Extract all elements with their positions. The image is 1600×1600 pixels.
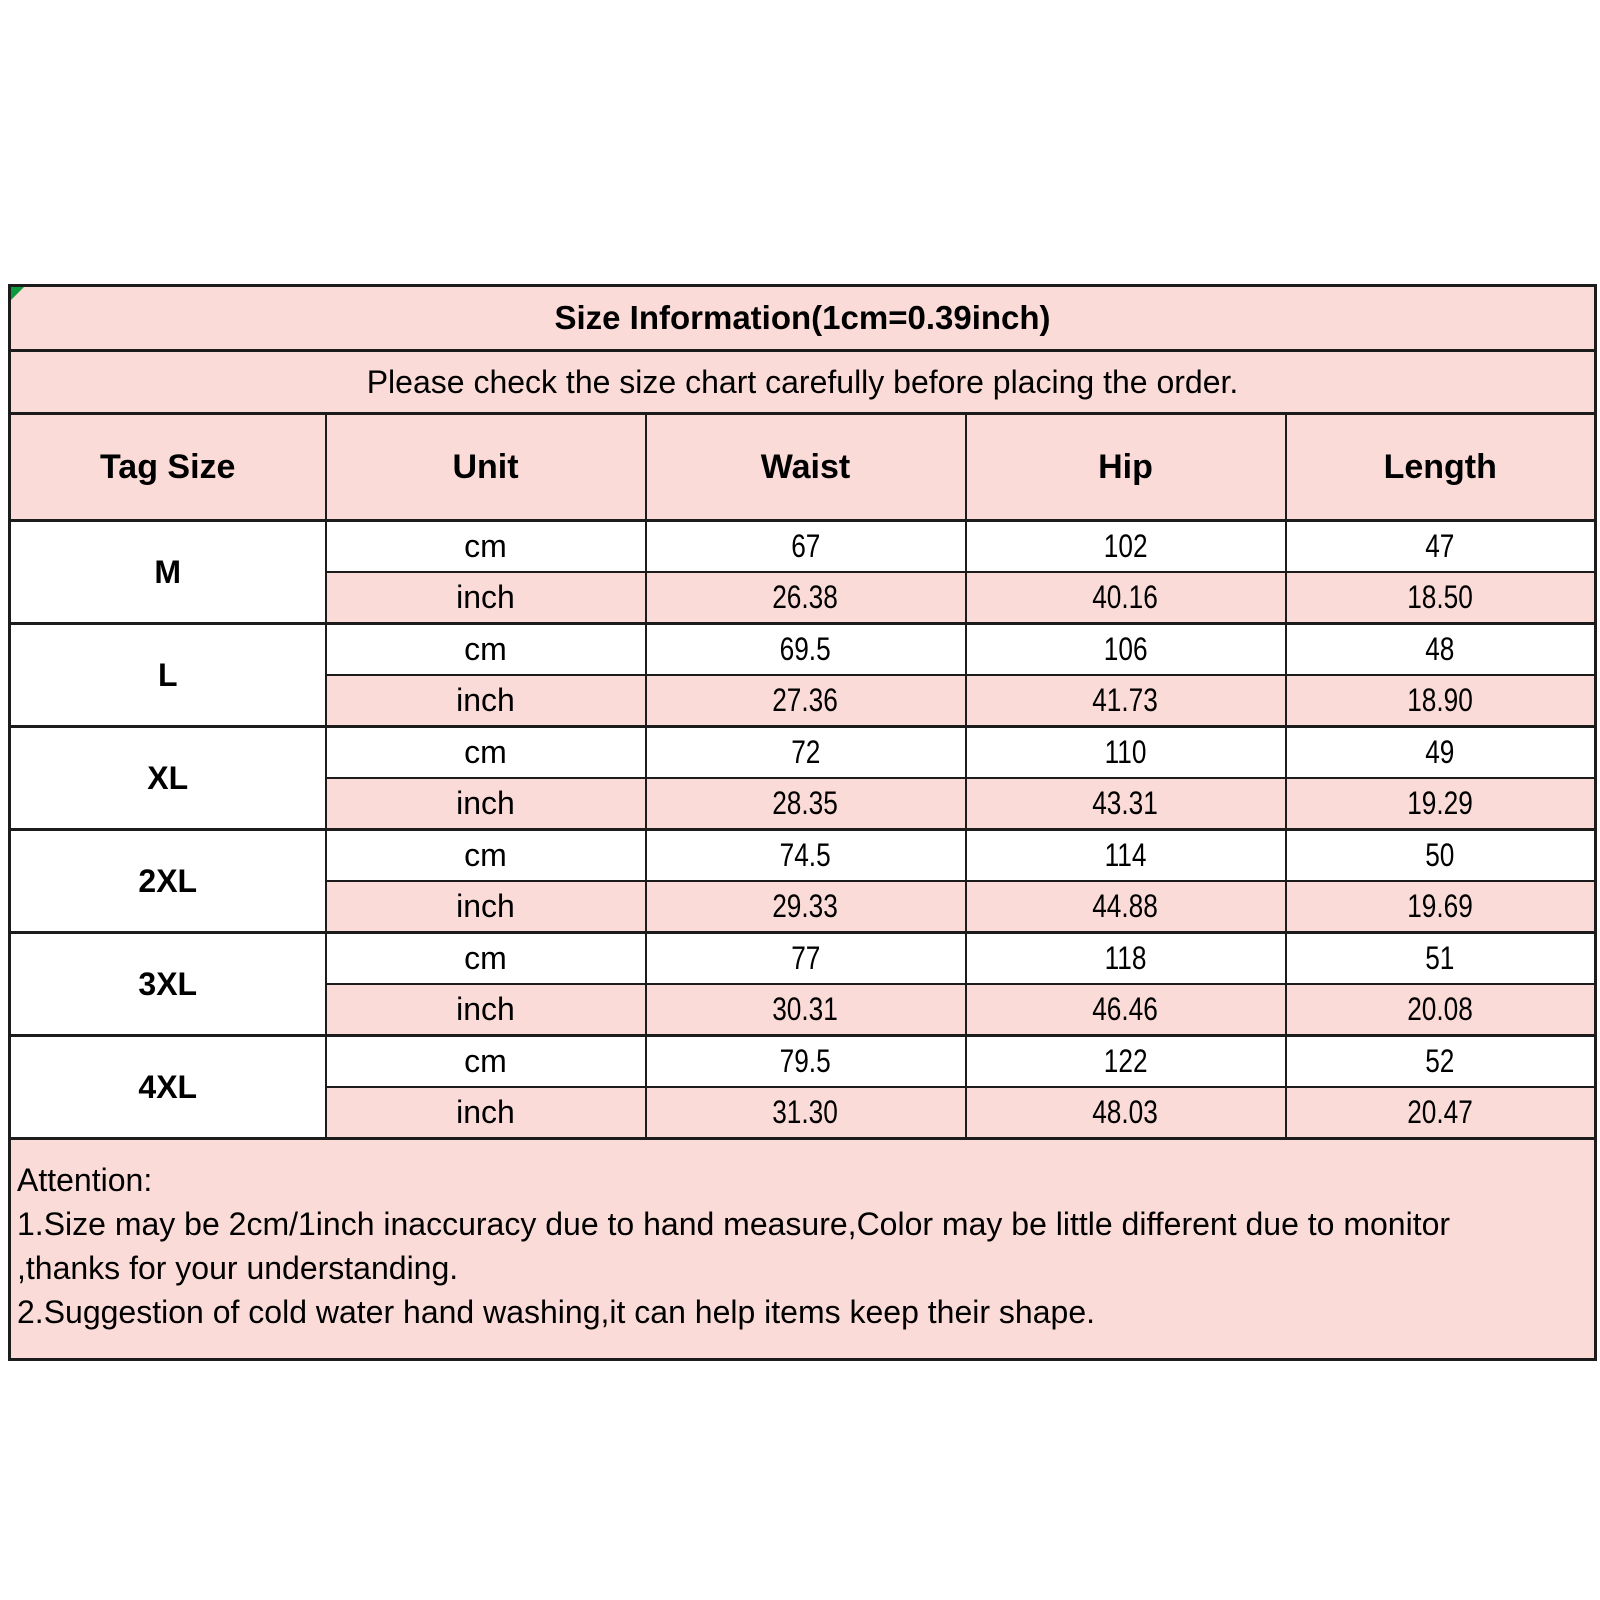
4xl-length-inch: 20.47: [1284, 1086, 1597, 1140]
3xl-length-inch: 20.08: [1284, 983, 1597, 1037]
unit-label-cm: cm: [324, 828, 647, 882]
2xl-length-inch: 19.69: [1284, 880, 1597, 934]
row-m-inch: inch 26.38 40.16 18.50: [10, 571, 1597, 625]
3xl-waist-cm: 77: [644, 931, 967, 985]
3xl-hip-cm: 118: [964, 931, 1287, 985]
title-row: Size Information(1cm=0.39inch): [8, 284, 1597, 352]
row-4xl-cm: 4XL cm 79.5 122 52: [8, 1034, 1597, 1140]
l-waist-cm: 69.5: [644, 622, 967, 676]
tag-size-xl: XL: [8, 725, 327, 831]
l-hip-inch: 41.73: [964, 674, 1287, 728]
xl-waist-cm: 72: [644, 725, 967, 779]
unit-label-inch: inch: [324, 983, 647, 1037]
l-hip-cm: 106: [964, 622, 1287, 676]
row-3xl-inch: inch 30.31 46.46 20.08: [10, 983, 1597, 1037]
4xl-hip-inch: 48.03: [964, 1086, 1287, 1140]
attention-row: Attention: 1.Size may be 2cm/1inch inacc…: [8, 1137, 1597, 1361]
attention-line-2: ,thanks for your understanding.: [17, 1250, 459, 1286]
m-length-cm: 47: [1284, 519, 1597, 573]
xl-hip-cm: 110: [964, 725, 1287, 779]
subtitle-text: Please check the size chart carefully be…: [8, 349, 1597, 415]
page-title: Size Information(1cm=0.39inch): [8, 284, 1597, 352]
xl-hip-inch: 43.31: [964, 777, 1287, 831]
attention-line-1: 1.Size may be 2cm/1inch inaccuracy due t…: [17, 1206, 1451, 1242]
xl-length-cm: 49: [1284, 725, 1597, 779]
attention-block: Attention: 1.Size may be 2cm/1inch inacc…: [8, 1137, 1597, 1361]
l-length-inch: 18.90: [1284, 674, 1597, 728]
unit-label-inch: inch: [324, 674, 647, 728]
2xl-waist-cm: 74.5: [644, 828, 967, 882]
m-waist-cm: 67: [644, 519, 967, 573]
row-l-inch: inch 27.36 41.73 18.90: [10, 674, 1597, 728]
attention-line-3: 2.Suggestion of cold water hand washing,…: [17, 1294, 1095, 1330]
unit-label-cm: cm: [324, 622, 647, 676]
col-header-waist: Waist: [644, 412, 967, 522]
4xl-hip-cm: 122: [964, 1034, 1287, 1088]
m-hip-cm: 102: [964, 519, 1287, 573]
col-header-tag-size: Tag Size: [8, 412, 327, 522]
row-xl-cm: XL cm 72 110 49: [8, 725, 1597, 831]
xl-length-inch: 19.29: [1284, 777, 1597, 831]
unit-label-cm: cm: [324, 931, 647, 985]
4xl-waist-inch: 31.30: [644, 1086, 967, 1140]
attention-heading: Attention:: [17, 1162, 153, 1198]
unit-label-inch: inch: [324, 571, 647, 625]
row-m-cm: M cm 67 102 47: [8, 519, 1597, 625]
col-header-length: Length: [1284, 412, 1597, 522]
row-xl-inch: inch 28.35 43.31 19.29: [10, 777, 1597, 831]
xl-waist-inch: 28.35: [644, 777, 967, 831]
tag-size-m: M: [8, 519, 327, 625]
unit-label-cm: cm: [324, 519, 647, 573]
size-chart-table: Size Information(1cm=0.39inch) Please ch…: [8, 284, 1597, 1361]
tag-size-l: L: [8, 622, 327, 728]
tag-size-3xl: 3XL: [8, 931, 327, 1037]
row-l-cm: L cm 69.5 106 48: [8, 622, 1597, 728]
4xl-waist-cm: 79.5: [644, 1034, 967, 1088]
4xl-length-cm: 52: [1284, 1034, 1597, 1088]
tag-size-2xl: 2XL: [8, 828, 327, 934]
col-header-hip: Hip: [964, 412, 1287, 522]
row-2xl-cm: 2XL cm 74.5 114 50: [8, 828, 1597, 934]
2xl-hip-inch: 44.88: [964, 880, 1287, 934]
tag-size-4xl: 4XL: [8, 1034, 327, 1140]
2xl-length-cm: 50: [1284, 828, 1597, 882]
2xl-hip-cm: 114: [964, 828, 1287, 882]
l-length-cm: 48: [1284, 622, 1597, 676]
m-waist-inch: 26.38: [644, 571, 967, 625]
l-waist-inch: 27.36: [644, 674, 967, 728]
col-header-unit: Unit: [324, 412, 647, 522]
unit-label-cm: cm: [324, 725, 647, 779]
subtitle-row: Please check the size chart carefully be…: [8, 349, 1597, 415]
unit-label-inch: inch: [324, 777, 647, 831]
m-length-inch: 18.50: [1284, 571, 1597, 625]
row-3xl-cm: 3XL cm 77 118 51: [8, 931, 1597, 1037]
m-hip-inch: 40.16: [964, 571, 1287, 625]
unit-label-inch: inch: [324, 1086, 647, 1140]
unit-label-inch: inch: [324, 880, 647, 934]
3xl-hip-inch: 46.46: [964, 983, 1287, 1037]
green-corner-marker: [11, 287, 24, 300]
3xl-length-cm: 51: [1284, 931, 1597, 985]
row-2xl-inch: inch 29.33 44.88 19.69: [10, 880, 1597, 934]
2xl-waist-inch: 29.33: [644, 880, 967, 934]
row-4xl-inch: inch 31.30 48.03 20.47: [10, 1086, 1597, 1140]
unit-label-cm: cm: [324, 1034, 647, 1088]
column-header-row: Tag Size Unit Waist Hip Length: [8, 412, 1597, 522]
3xl-waist-inch: 30.31: [644, 983, 967, 1037]
